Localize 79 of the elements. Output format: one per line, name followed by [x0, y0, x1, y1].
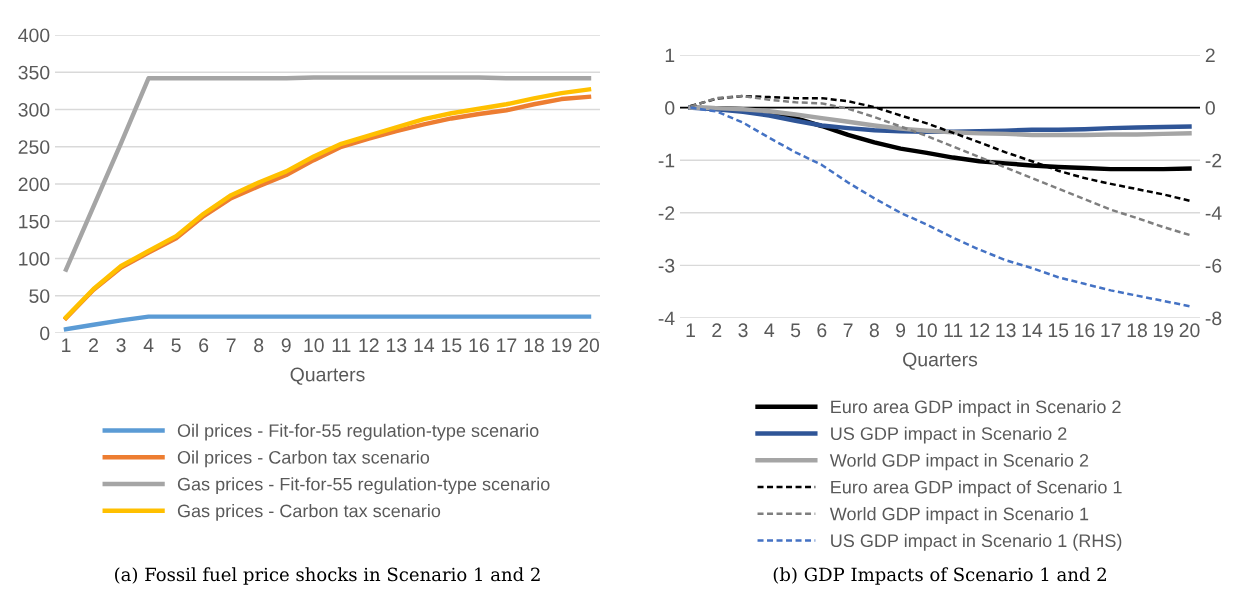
x-tick-label: 12 [359, 338, 379, 352]
y-tick-label: 150 [19, 214, 50, 229]
x-tick-label: 4 [764, 323, 775, 337]
x-tick-label: 17 [1101, 323, 1121, 337]
x-tick-label: 18 [524, 338, 544, 353]
x-tick-label: 9 [896, 323, 906, 338]
x-tick-label: 2 [89, 338, 98, 352]
y-tick-label: -1 [658, 153, 675, 168]
x-tick-label: 10 [304, 338, 324, 353]
x-tick-label: 16 [469, 338, 489, 353]
x-tick-label: 20 [1179, 323, 1200, 338]
x-tick-label: 15 [1048, 323, 1069, 338]
x-tick-label: 16 [1075, 323, 1095, 338]
y-tick-label: 0 [665, 101, 675, 115]
x-tick-label: 18 [1127, 323, 1147, 338]
x-tick-label: 20 [579, 338, 600, 353]
x-tick-label: 3 [116, 338, 126, 353]
y-tick-label: 100 [19, 251, 50, 266]
legend-label: Euro area GDP impact in Scenario 2 [831, 400, 1121, 417]
y-tick-label: 200 [18, 177, 50, 192]
x-tick-label: 14 [1022, 323, 1043, 337]
x-tick-label: 10 [917, 323, 937, 338]
x-tick-label: 6 [817, 323, 827, 338]
x-tick-label: 15 [442, 338, 462, 353]
legend-label: Gas prices - Fit-for-55 regulation-type scenario [177, 477, 550, 495]
x-tick-label: 4 [143, 338, 154, 352]
y2-tick-label: -2 [1205, 153, 1222, 168]
legend-label: Euro area GDP impact of Scenario 1 [831, 480, 1122, 498]
x-tick-label: 13 [386, 338, 407, 353]
y2-tick-label: -8 [1205, 311, 1222, 326]
x-tick-label: 3 [738, 323, 748, 338]
y2-tick-label: -6 [1205, 258, 1222, 273]
y2-tick-label: 0 [1205, 101, 1215, 115]
text: (a) Fossil fuel price shocks in Scenario 1 and 2 [115, 567, 540, 585]
x-tick-label: 6 [199, 338, 209, 353]
x-axis-title: Quarters [290, 367, 365, 385]
text: (b) GDP Impacts of Scenario 1 and 2 [773, 567, 1106, 585]
y2-tick-label: 2 [1205, 48, 1215, 63]
legend-label: US GDP impact in Scenario 1 (RHS) [831, 533, 1122, 551]
line-series [689, 106, 1191, 308]
legend-label: Oil prices - Fit-for-55 regulation-type scenario [177, 423, 539, 441]
x-tick-label: 11 [944, 323, 963, 337]
x-tick-label: 11 [332, 338, 351, 352]
legend-label: Gas prices - Carbon tax scenario [177, 504, 441, 521]
y-tick-label: -2 [658, 206, 675, 220]
x-tick-label: 17 [497, 338, 517, 352]
y-tick-label: -3 [658, 258, 675, 273]
x-tick-label: 12 [970, 323, 990, 337]
line-series [63, 314, 592, 332]
x-tick-label: 13 [996, 323, 1016, 338]
x-tick-label: 5 [171, 338, 181, 353]
y-tick-label: 350 [18, 65, 50, 80]
legend-label: World GDP impact in Scenario 2 [829, 453, 1089, 471]
y2-tick-label: -4 [1205, 206, 1222, 220]
x-axis-title: Quarters [903, 352, 978, 370]
x-tick-label: 5 [790, 323, 801, 338]
x-tick-label: 7 [843, 323, 853, 337]
y-tick-label: 300 [18, 102, 50, 117]
y-tick-label: 0 [40, 326, 50, 341]
line-series [689, 94, 1191, 237]
y-tick-label: 50 [29, 289, 50, 303]
x-tick-label: 14 [414, 338, 435, 352]
legend-label: Oil prices - Carbon tax scenario [177, 450, 430, 468]
y-tick-label: 1 [665, 48, 675, 63]
y-tick-label: 400 [18, 28, 50, 43]
x-tick-label: 1 [62, 338, 71, 352]
x-tick-label: 2 [712, 323, 722, 337]
y-tick-label: 250 [18, 140, 50, 154]
line-series [63, 75, 592, 272]
legend-label: World GDP impact in Scenario 1 [829, 507, 1089, 524]
x-tick-label: 9 [281, 338, 291, 353]
x-tick-label: 19 [1153, 323, 1174, 338]
x-tick-label: 8 [254, 338, 264, 353]
x-tick-label: 1 [686, 323, 695, 337]
y-tick-label: -4 [658, 311, 675, 326]
x-tick-label: 8 [869, 323, 879, 338]
legend-label: US GDP impact in Scenario 2 [831, 426, 1067, 444]
x-tick-label: 19 [552, 338, 572, 353]
x-tick-label: 7 [226, 338, 236, 352]
